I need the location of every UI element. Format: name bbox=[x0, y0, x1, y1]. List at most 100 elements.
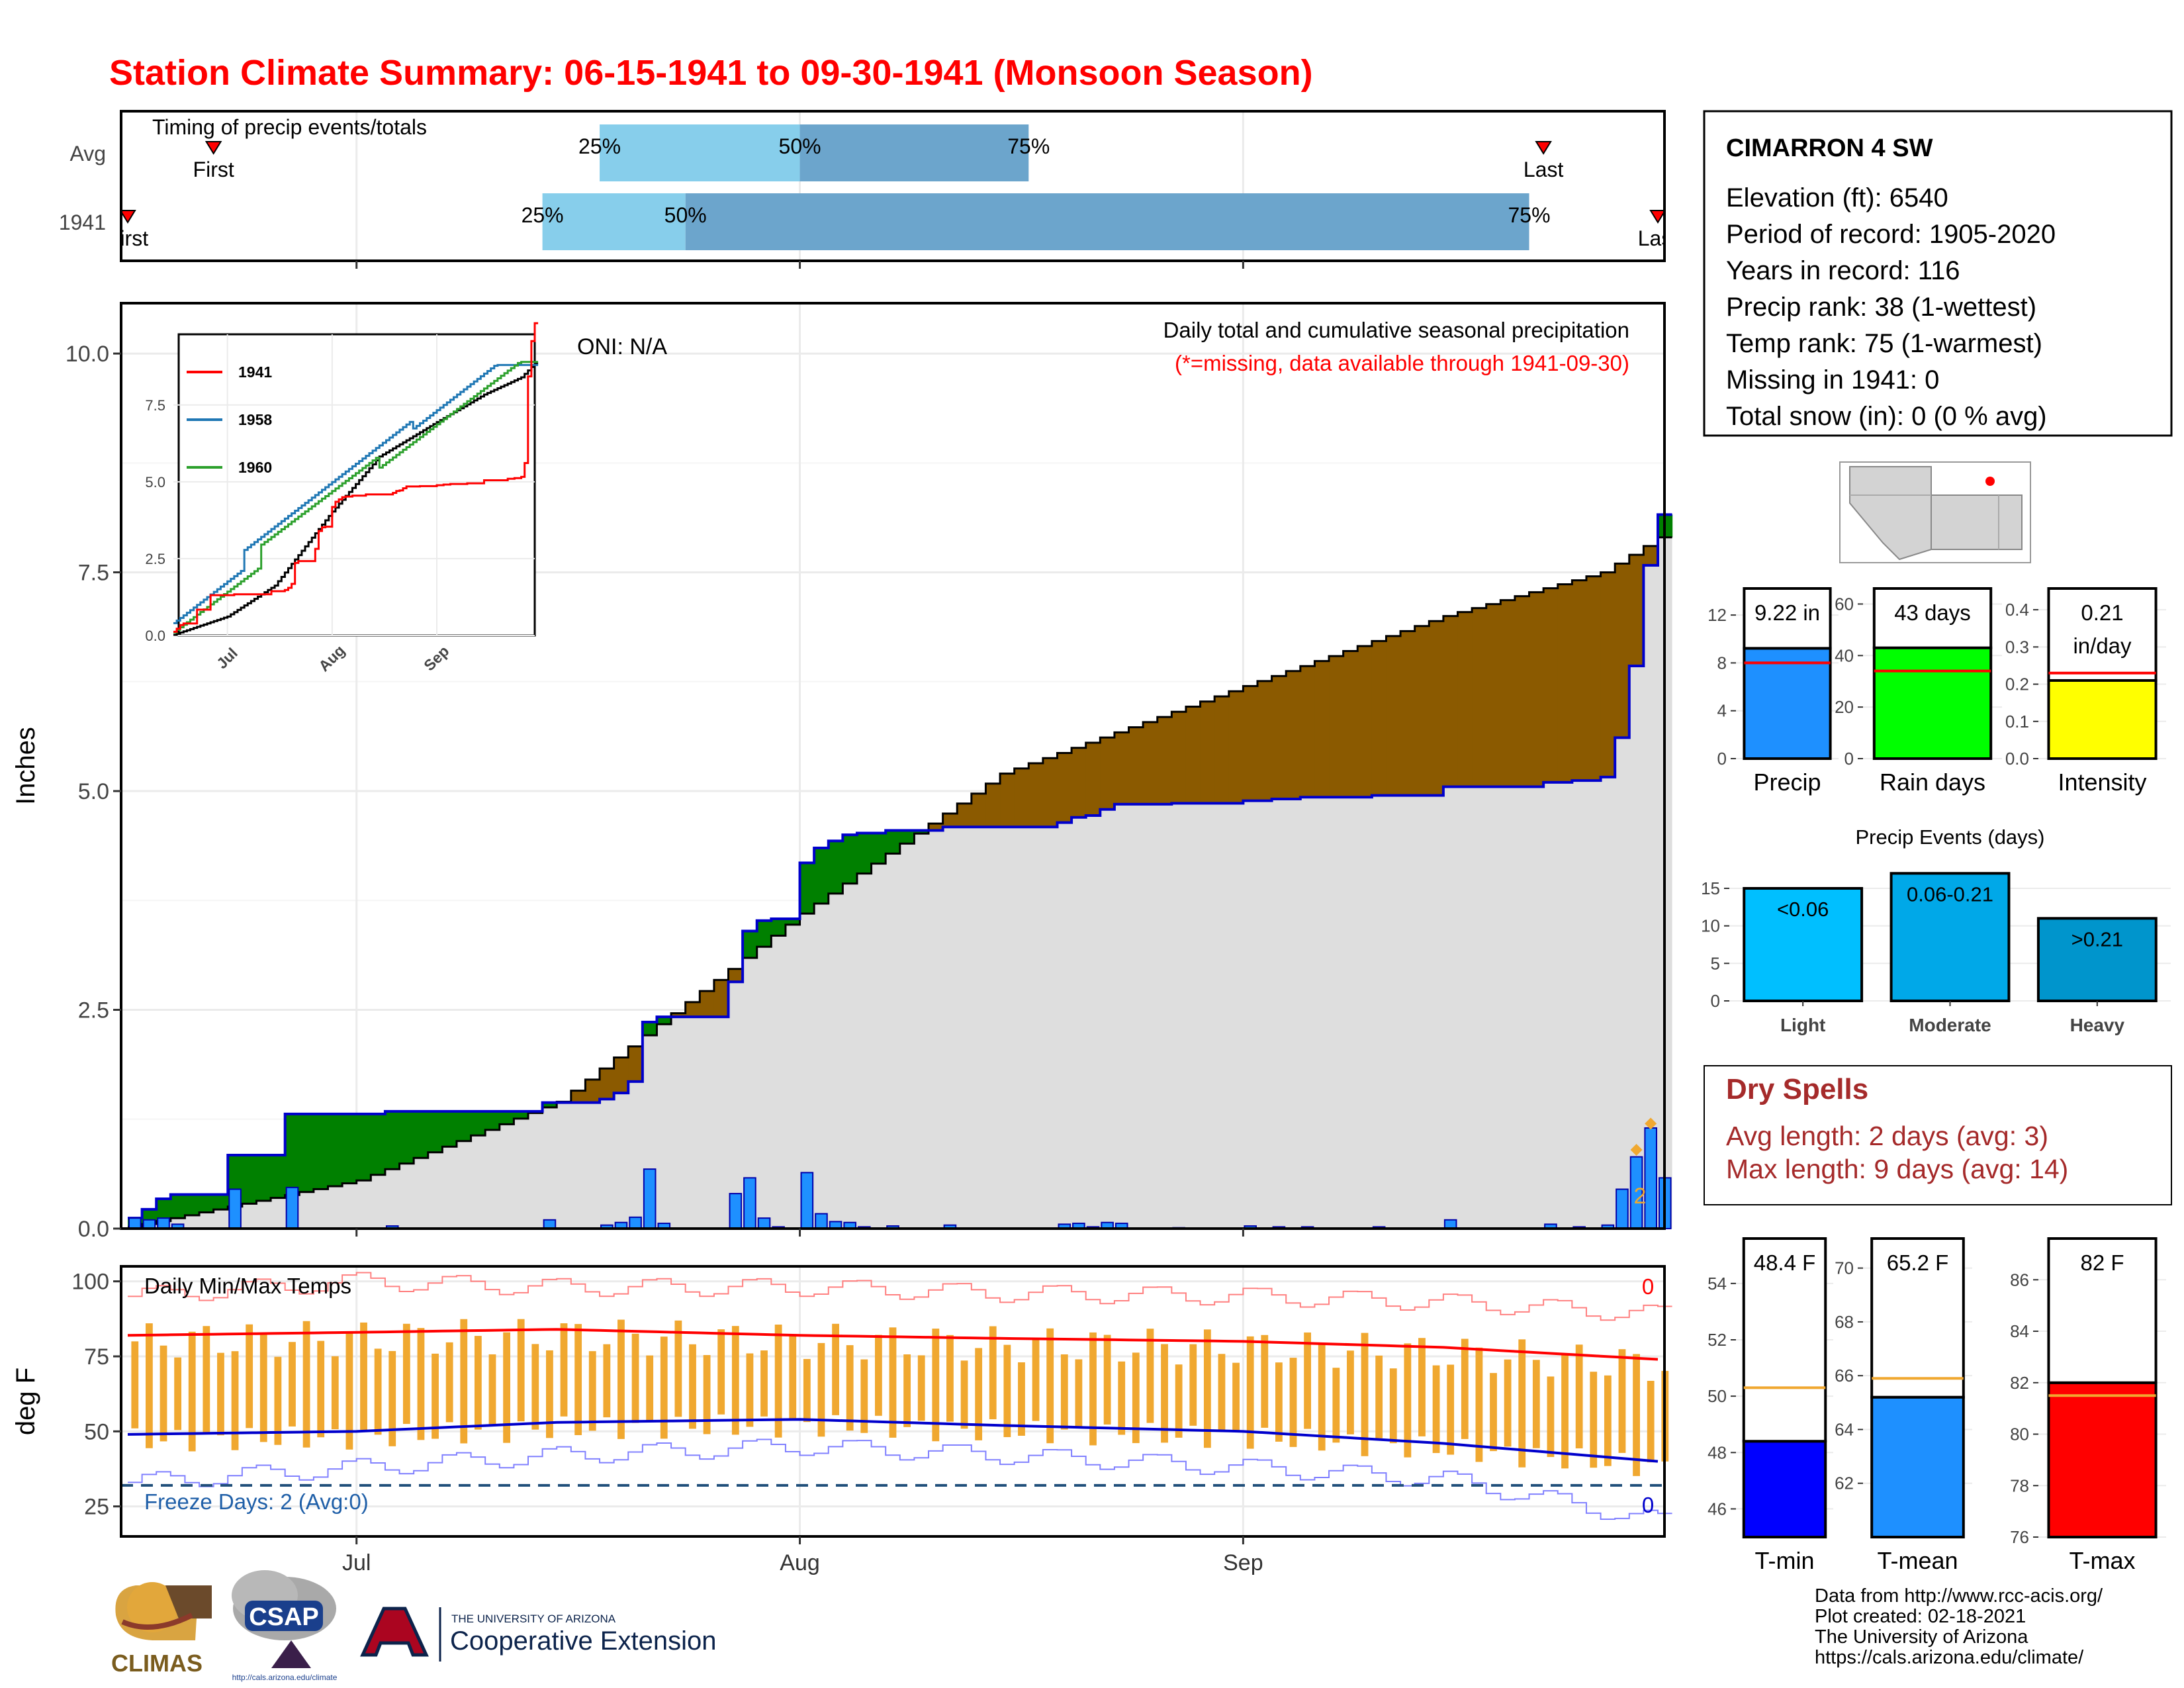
surplus-area bbox=[356, 1113, 371, 1181]
daily-temp-range-bar bbox=[817, 1342, 825, 1437]
stat-value-label: 48.4 F bbox=[1754, 1250, 1816, 1275]
missing-count-label: 2 bbox=[1634, 1184, 1647, 1209]
daily-temp-range-bar bbox=[631, 1333, 639, 1423]
temp-frame bbox=[120, 1265, 1666, 1538]
daily-temp-range-bar bbox=[1332, 1368, 1340, 1443]
daily-temp-range-bar bbox=[660, 1336, 668, 1439]
surplus-area bbox=[256, 1154, 271, 1201]
surplus-area bbox=[828, 841, 843, 894]
timing-first-marker bbox=[205, 141, 222, 155]
daily-precip-bar bbox=[743, 1177, 756, 1229]
daily-temp-range-bar bbox=[531, 1344, 539, 1430]
daily-temp-range-bar bbox=[1018, 1362, 1025, 1436]
surplus-area bbox=[657, 1017, 672, 1025]
daily-temp-range-bar bbox=[402, 1323, 410, 1425]
y-tick-label: 4 bbox=[1717, 701, 1727, 721]
precip-events-chart: Precip Events (days) 0 5 10 15 <0.06 Light 0.06… bbox=[1701, 825, 2171, 1035]
credit-line: Plot created: 02-18-2021 bbox=[1815, 1606, 2026, 1627]
surplus-area bbox=[785, 919, 801, 925]
surplus-area bbox=[642, 1022, 658, 1036]
deficit-area bbox=[1343, 651, 1358, 798]
ua-small-text: THE UNIVERSITY OF ARIZONA bbox=[451, 1613, 616, 1625]
y-tick-label: 20 bbox=[1835, 697, 1854, 717]
actual-cumulative-line bbox=[128, 513, 1672, 1220]
timing-last-label: Last bbox=[1524, 158, 1564, 181]
y-tick-label: 68 bbox=[1835, 1312, 1854, 1332]
daily-temp-range-bar bbox=[388, 1350, 396, 1446]
daily-temp-range-bar bbox=[1289, 1358, 1297, 1447]
surplus-area bbox=[170, 1194, 186, 1219]
precip-y-label: Inches bbox=[11, 727, 40, 805]
deficit-area bbox=[971, 793, 987, 827]
daily-temp-range-bar bbox=[646, 1355, 654, 1423]
stat-value-label: 65.2 F bbox=[1887, 1250, 1949, 1275]
event-bar bbox=[1889, 872, 2011, 1003]
y-tick-label: 10 bbox=[1701, 916, 1720, 936]
surplus-area bbox=[485, 1111, 500, 1130]
deficit-area bbox=[1500, 600, 1516, 787]
deficit-area bbox=[1543, 588, 1559, 782]
daily-temp-range-bar bbox=[1575, 1344, 1583, 1449]
deficit-area bbox=[1085, 742, 1101, 816]
deficit-area bbox=[1400, 631, 1416, 796]
y-tick-label: 0 bbox=[1717, 749, 1727, 769]
y-tick-label: 2.5 bbox=[78, 998, 109, 1023]
y-tick-label: 50 bbox=[1707, 1386, 1727, 1406]
daily-temp-range-bar bbox=[603, 1344, 611, 1418]
daily-temp-range-bar bbox=[1490, 1373, 1497, 1452]
surplus-area bbox=[442, 1111, 457, 1147]
surplus-area bbox=[371, 1113, 386, 1175]
y-tick-label: 50 bbox=[84, 1419, 109, 1444]
x-tick-label: Jul bbox=[342, 1550, 371, 1575]
surplus-area bbox=[886, 830, 901, 854]
event-category-label: Moderate bbox=[1909, 1015, 1991, 1035]
station-name: CIMARRON 4 SW bbox=[1726, 134, 1933, 162]
timing-bars: 25% 50% 75% First Last 25% 50% 75% First Last bbox=[121, 124, 1664, 250]
deficit-area bbox=[1200, 701, 1215, 804]
temp-daily-bars bbox=[131, 1319, 1669, 1476]
daily-temp-range-bar bbox=[360, 1322, 367, 1430]
timing-frame bbox=[120, 110, 1666, 262]
daily-temp-range-bar bbox=[717, 1329, 725, 1415]
inset-y-tick-label: 7.5 bbox=[145, 397, 165, 414]
stat-title: T-mean bbox=[1877, 1547, 1958, 1574]
y-tick-label: 8 bbox=[1717, 653, 1727, 673]
daily-temp-range-bar bbox=[989, 1326, 997, 1420]
deficit-area bbox=[728, 968, 743, 982]
daily-temp-range-bar bbox=[1504, 1359, 1512, 1447]
station-location-dot bbox=[1985, 477, 1995, 486]
y-tick-label: 62 bbox=[1835, 1474, 1854, 1493]
timing-last-marker bbox=[1535, 141, 1552, 155]
daily-temp-range-bar bbox=[703, 1355, 711, 1434]
deficit-area bbox=[600, 1068, 615, 1100]
daily-temp-range-bar bbox=[946, 1335, 954, 1422]
daily-precip-bar bbox=[1644, 1127, 1658, 1229]
stat-value-label: 82 F bbox=[2080, 1250, 2124, 1275]
stat-value-bar bbox=[2047, 1381, 2158, 1539]
deficit-area bbox=[1414, 626, 1430, 796]
surplus-area bbox=[471, 1111, 486, 1136]
surplus-area bbox=[156, 1199, 171, 1221]
y-tick-label: 78 bbox=[2010, 1476, 2029, 1495]
daily-temp-range-bar bbox=[1132, 1352, 1140, 1444]
timing-first-marker bbox=[121, 210, 136, 224]
deficit-area bbox=[1357, 645, 1373, 798]
daily-temp-range-bar bbox=[1590, 1372, 1598, 1468]
dry-spells-title: Dry Spells bbox=[1726, 1073, 1868, 1105]
daily-temp-range-bar bbox=[445, 1342, 453, 1423]
surplus-area bbox=[213, 1194, 228, 1210]
deficit-area bbox=[1300, 666, 1316, 798]
daily-temp-range-bar bbox=[1461, 1338, 1469, 1439]
daily-temp-range-bar bbox=[1475, 1347, 1483, 1462]
avg-cumulative-line bbox=[128, 536, 1672, 1228]
stat-value-label: 43 days bbox=[1894, 600, 1971, 625]
deficit-area bbox=[1214, 696, 1230, 804]
y-tick-label: 0.0 bbox=[78, 1217, 109, 1242]
deficit-area bbox=[1228, 691, 1244, 804]
y-tick-label: 40 bbox=[1835, 645, 1854, 665]
deficit-area bbox=[570, 1090, 586, 1103]
inset-legend-label: 1941 bbox=[238, 363, 272, 381]
daily-temp-range-bar bbox=[203, 1326, 210, 1434]
daily-temp-range-bar bbox=[1089, 1332, 1097, 1446]
